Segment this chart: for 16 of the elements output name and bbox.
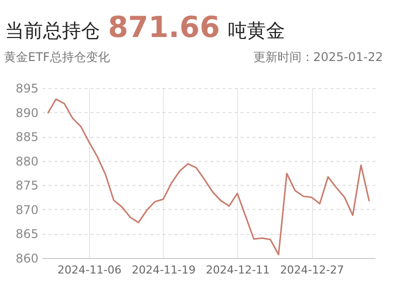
chart-title: 当前总持仓 871.66 吨黄金 (5, 10, 285, 44)
y-tick-label: 860 (16, 252, 38, 266)
x-tick-label: 2024-11-19 (132, 264, 196, 276)
y-tick-label: 880 (16, 154, 38, 168)
x-tick-label: 2024-12-27 (280, 264, 344, 276)
x-tick-label: 2024-11-06 (58, 264, 122, 276)
x-tick-label: 2024-12-11 (206, 264, 270, 276)
chart-subtitle: 黄金ETF总持仓变化 (4, 48, 110, 66)
y-tick-label: 865 (16, 227, 38, 242)
line-series (47, 98, 370, 256)
y-tick-label: 875 (16, 178, 38, 193)
y-tick-label: 890 (16, 106, 38, 120)
y-tick-label: 885 (16, 130, 38, 144)
y-tick-label: 870 (16, 202, 38, 217)
text: 更新时间：2025-01-22 (253, 48, 383, 66)
y-tick-label: 895 (16, 82, 38, 96)
